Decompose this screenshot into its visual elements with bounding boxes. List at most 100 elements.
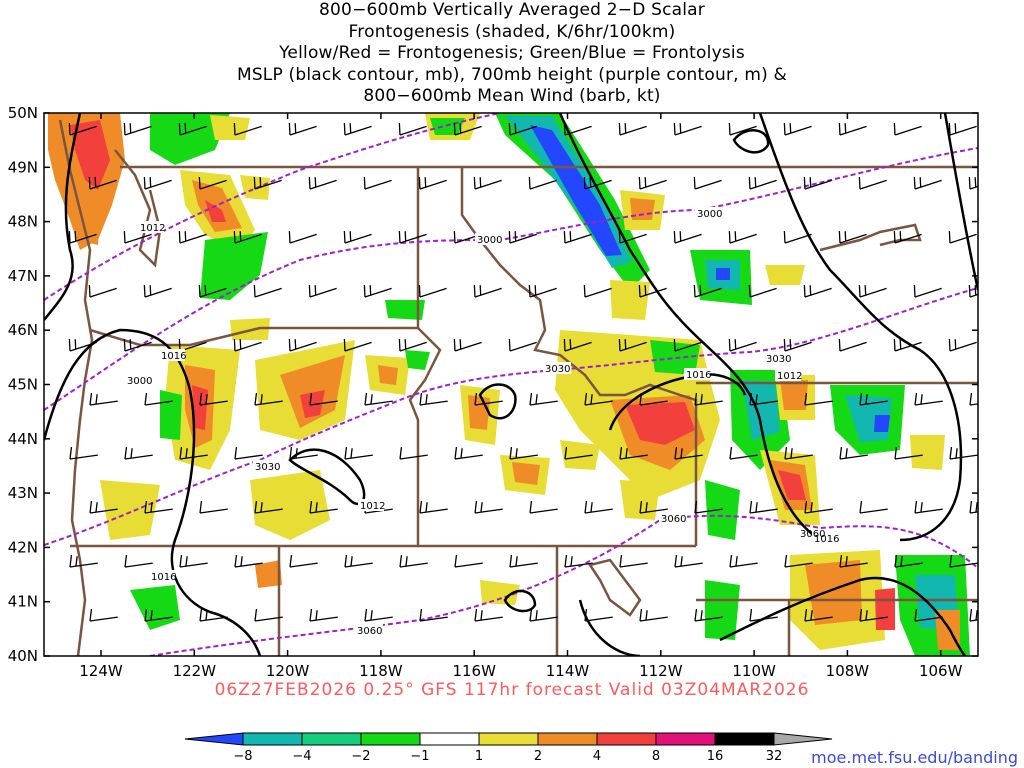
wind-barb <box>68 338 97 352</box>
colorbar-swatch <box>242 732 303 746</box>
mslp-contour <box>719 576 966 656</box>
wind-barb <box>694 609 723 622</box>
shade-area <box>620 480 660 520</box>
river-outline <box>819 223 922 252</box>
colorbar-swatch <box>596 732 657 746</box>
shade-area <box>765 265 805 285</box>
wind-barb <box>253 284 282 298</box>
lat-label: 49N <box>8 158 38 176</box>
wind-barb <box>233 338 262 352</box>
wind-barb <box>178 230 207 244</box>
lat-label: 47N <box>8 267 38 285</box>
colorbar-swatch <box>419 732 480 746</box>
shade-area <box>385 300 425 320</box>
wind-barb <box>783 230 812 244</box>
lon-label: 110W <box>732 662 776 680</box>
or-id-border <box>408 327 442 546</box>
wind-barb <box>143 284 172 298</box>
wind-barb <box>344 555 373 568</box>
wind-barb <box>124 555 153 568</box>
colorbar-arrow-right <box>773 732 833 746</box>
wind-barb <box>783 122 812 136</box>
colorbar-label: −4 <box>292 749 311 764</box>
wind-barb <box>693 284 722 298</box>
mslp-label: 1012 <box>360 501 385 512</box>
wind-barb <box>179 555 208 568</box>
shade-area <box>130 585 180 630</box>
height-label: 3000 <box>127 376 152 387</box>
shade-area <box>255 560 282 588</box>
wind-barb <box>364 393 393 406</box>
mslp-contour <box>732 129 770 154</box>
height-contour <box>44 287 978 546</box>
title-line-4: MSLP (black contour, mb), 700mb height (… <box>236 64 788 85</box>
lon-label: 118W <box>359 662 403 680</box>
wind-barb <box>583 284 612 298</box>
colorbar-swatch <box>478 732 539 746</box>
wind-barb <box>454 555 483 568</box>
wind-barb <box>89 393 118 406</box>
wind-barb <box>949 555 978 568</box>
wind-barb <box>563 338 592 352</box>
wind-barb <box>968 176 978 190</box>
mslp-contour <box>578 599 641 656</box>
wind-barb <box>913 284 942 298</box>
wind-barb <box>804 501 833 514</box>
wind-barb <box>419 609 448 622</box>
wind-barb <box>509 555 538 568</box>
shade-area <box>650 340 700 375</box>
colorbar-swatch <box>537 732 598 746</box>
wind-barb <box>839 447 868 460</box>
wind-barb <box>859 501 888 514</box>
shade-area <box>530 125 622 256</box>
height-label: 3030 <box>545 364 570 375</box>
wind-barb <box>528 284 557 298</box>
shade-area <box>874 415 890 432</box>
forecast-valid-line: 06Z27FEB2026 0.25° GFS 117hr forecast Va… <box>214 680 810 700</box>
shade-area <box>716 268 730 280</box>
shade-area <box>705 580 740 640</box>
longitude-axis: 124W 122W 120W 118W 116W 114W 112W 110W 108W 106W <box>79 113 963 680</box>
wind-barb <box>638 284 667 298</box>
wind-barb <box>508 122 537 136</box>
wind-barb <box>893 122 922 136</box>
wind-barb <box>913 176 942 190</box>
shade-area <box>150 113 230 165</box>
wind-barb <box>618 230 647 244</box>
wind-barb <box>199 501 228 514</box>
wind-barb <box>199 393 228 406</box>
pacific-coastline <box>58 119 94 656</box>
mslp-label: 1016 <box>151 572 176 583</box>
shade-area <box>280 355 345 428</box>
lon-label: 114W <box>546 662 590 680</box>
wind-barb <box>839 555 868 568</box>
shade-area <box>610 280 650 320</box>
wind-barb <box>123 338 152 352</box>
title-line-2: Frontogenesis (shaded, K/6hr/100km) <box>348 21 676 42</box>
wind-barb <box>453 338 482 352</box>
wind-barb <box>673 338 702 352</box>
lat-label: 46N <box>8 321 38 339</box>
title-line-3: Yellow/Red = Frontogenesis; Green/Blue =… <box>279 43 745 63</box>
wind-barb <box>309 609 338 622</box>
wind-barb <box>144 393 173 406</box>
wind-barb <box>474 393 503 406</box>
lat-label: 44N <box>8 430 38 448</box>
lat-label: 48N <box>8 213 38 231</box>
wind-barb <box>619 555 648 568</box>
wind-barb <box>893 338 922 352</box>
shade-area <box>192 180 242 232</box>
mslp-label: 1016 <box>814 534 839 545</box>
wind-barb <box>88 284 117 298</box>
wind-barb <box>564 447 593 460</box>
wind-barb <box>914 501 943 514</box>
wind-barb <box>308 176 337 190</box>
wind-barb <box>529 501 558 514</box>
wind-barb <box>69 555 98 568</box>
wind-barb <box>694 501 723 514</box>
wind-barb <box>453 122 482 136</box>
height-label: 3060 <box>800 529 825 540</box>
colorbar-label: −2 <box>351 749 370 764</box>
colorbar-label: 16 <box>707 749 724 764</box>
